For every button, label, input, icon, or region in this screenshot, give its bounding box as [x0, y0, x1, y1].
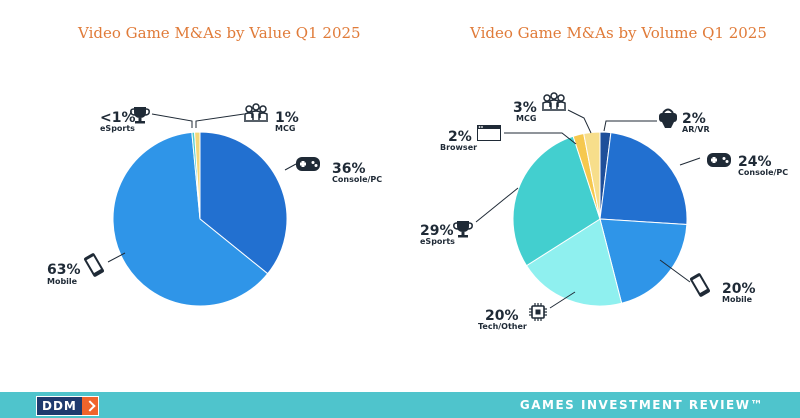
category-label-console-pc: Console/PC	[738, 168, 788, 177]
pie-chart-volume: 2%AR/VR24%Console/PC20%Mobile20%Tech/Oth…	[420, 92, 788, 331]
chart-title-volume: Video Game M&As by Volume Q1 2025	[470, 24, 767, 42]
people-icon	[542, 92, 566, 111]
pct-label-console-pc: 36%	[332, 161, 366, 177]
ddm-logo: DDM	[36, 396, 99, 416]
pie-slice-mobile	[599, 218, 688, 304]
leader-line-mcg	[195, 113, 245, 128]
leader-line-mcg	[567, 109, 592, 134]
leader-line-tech-other	[549, 291, 576, 309]
category-label-mcg: MCG	[516, 114, 536, 123]
leader-line-mobile	[659, 259, 691, 283]
leader-line-esports	[151, 113, 193, 128]
category-label-esports: eSports	[100, 124, 135, 133]
pie-slice-mobile	[112, 131, 269, 307]
pie-slice-console-pc	[599, 132, 688, 225]
category-label-esports: eSports	[420, 237, 455, 246]
category-label-tech-other: Tech/Other	[478, 322, 527, 331]
leader-line-browser	[504, 132, 577, 145]
pct-label-browser: 2%	[448, 129, 472, 145]
ddm-logo-text: DDM	[37, 397, 82, 415]
vr-headset-icon	[659, 108, 677, 128]
leader-line-esports	[475, 187, 519, 223]
pie-slice-tech-other	[525, 218, 623, 307]
pie-slice-esports	[512, 135, 601, 267]
phone-icon	[690, 273, 710, 297]
chart-title-value: Video Game M&As by Value Q1 2025	[78, 24, 361, 42]
leader-line-console-pc	[679, 157, 701, 166]
pct-label-tech-other: 20%	[485, 308, 519, 324]
category-label-ar-vr: AR/VR	[682, 125, 710, 134]
browser-icon	[477, 125, 501, 141]
leader-line-mobile	[107, 252, 126, 263]
gamepad-icon	[707, 153, 731, 167]
chip-icon	[529, 303, 547, 321]
ddm-arrow-icon	[81, 397, 98, 415]
pct-label-mcg: 1%	[275, 110, 299, 126]
pct-label-ar-vr: 2%	[682, 111, 706, 127]
leader-line-ar-vr	[603, 120, 657, 132]
pct-label-esports: 29%	[420, 223, 454, 239]
pie-chart-value: 36%Console/PC 63%Mobile <1%eSports 1%MCG	[47, 103, 382, 307]
pct-label-mobile: 63%	[47, 262, 81, 278]
pie-slice-mcg	[583, 131, 601, 220]
category-label-console-pc: Console/PC	[332, 175, 382, 184]
pie-slice-mcg	[194, 131, 201, 220]
people-icon	[244, 103, 268, 122]
trophy-icon	[453, 221, 473, 238]
footer-brand: GAMES INVESTMENT REVIEW™	[519, 398, 764, 412]
pct-label-mcg: 3%	[513, 100, 537, 116]
pie-slice-console-pc	[199, 131, 288, 275]
category-label-mobile: Mobile	[47, 277, 78, 286]
category-label-mobile: Mobile	[722, 295, 753, 304]
category-label-mcg: MCG	[275, 124, 295, 133]
category-label-browser: Browser	[440, 143, 477, 152]
footer-bar: DDM GAMES INVESTMENT REVIEW™	[0, 392, 800, 418]
leader-line-console-pc	[284, 163, 297, 171]
pct-label-console-pc: 24%	[738, 154, 772, 170]
pct-label-mobile: 20%	[722, 281, 756, 297]
pct-label-esports: <1%	[100, 110, 136, 126]
gamepad-icon	[296, 157, 320, 171]
phone-icon	[84, 253, 104, 277]
trophy-icon	[130, 107, 150, 124]
